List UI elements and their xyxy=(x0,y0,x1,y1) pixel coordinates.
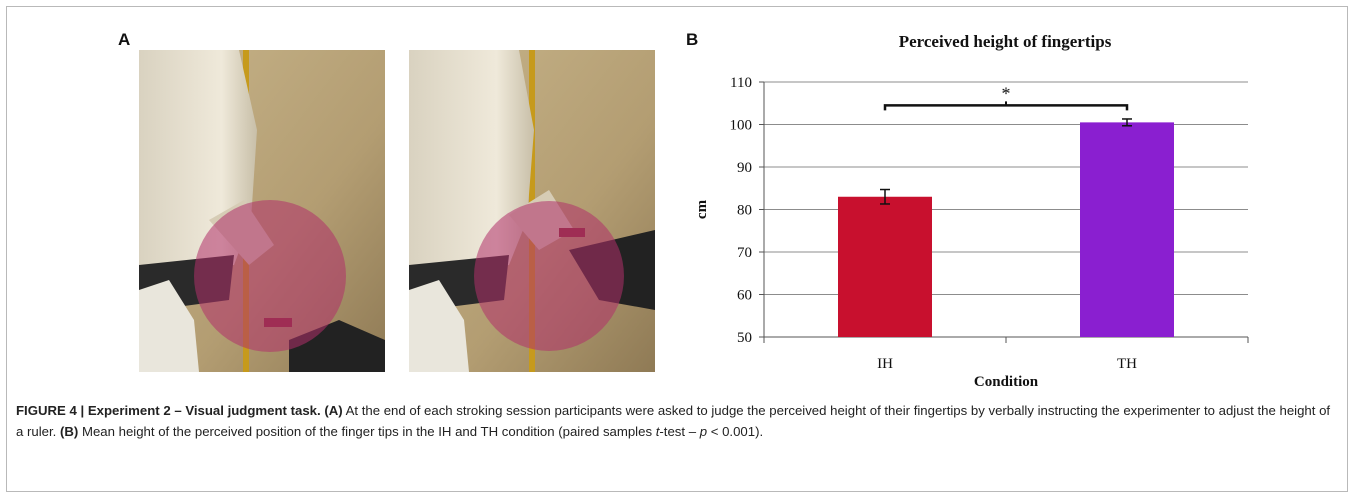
y-tick-label: 110 xyxy=(730,75,752,91)
caption-t-italic: t xyxy=(655,424,660,439)
y-tick-label: 60 xyxy=(737,288,752,304)
y-axis-label: cm xyxy=(694,199,710,219)
y-tick-label: 100 xyxy=(730,118,753,134)
photo-ih-condition xyxy=(139,50,385,372)
y-tick-label: 50 xyxy=(737,330,752,346)
bar-th xyxy=(1080,122,1174,337)
bar-chart: 50 60 70 80 90 100 110 IH TH * cm Condition xyxy=(694,75,1249,390)
figure-caption: FIGURE 4 | Experiment 2 – Visual judgmen… xyxy=(16,400,1336,442)
y-tick-label: 70 xyxy=(737,245,752,261)
x-axis-label: Condition xyxy=(974,374,1039,390)
caption-b-text: Mean height of the perceived position of… xyxy=(78,424,656,439)
photo-th-condition xyxy=(409,50,655,372)
caption-b-text3: < 0.001). xyxy=(707,424,764,439)
caption-a-text: At the end of each stroking session part… xyxy=(16,403,1331,439)
caption-figure-label: FIGURE 4 | Experiment 2 – Visual judgmen… xyxy=(16,403,321,418)
chart-title: Perceived height of fingertips xyxy=(898,32,1112,51)
y-tick-label: 80 xyxy=(737,203,752,219)
bar-ih xyxy=(838,196,932,337)
significance-bracket xyxy=(883,104,1129,111)
caption-p-italic: p xyxy=(699,424,708,439)
caption-b-tag: (B) xyxy=(59,424,79,439)
y-tick-label: 90 xyxy=(737,160,752,176)
x-tick-label: IH xyxy=(877,356,893,372)
panel-b-label: B xyxy=(686,30,699,49)
panel-a-label: A xyxy=(118,30,131,49)
caption-a-tag: (A) xyxy=(324,403,343,418)
significance-marker: * xyxy=(1002,83,1011,103)
caption-b-text2: -test – xyxy=(659,424,700,439)
x-tick-label: TH xyxy=(1117,356,1137,372)
